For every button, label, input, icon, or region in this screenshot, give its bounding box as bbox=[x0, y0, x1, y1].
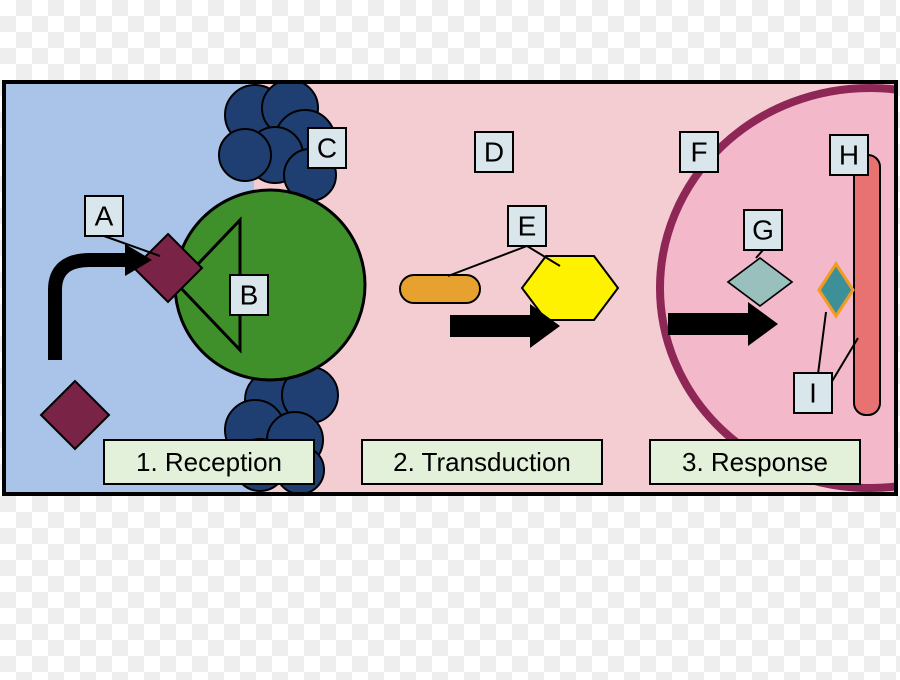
label-text-C: C bbox=[317, 133, 337, 164]
label-text-B: B bbox=[240, 280, 259, 311]
label-text-H: H bbox=[839, 140, 859, 171]
step-text-1: 1. Reception bbox=[136, 447, 282, 477]
label-text-G: G bbox=[752, 215, 774, 246]
diagram-canvas: A B C D E F G H I 1. Reception 2. Transduction 3. R… bbox=[0, 0, 900, 680]
step-text-2: 2. Transduction bbox=[393, 447, 571, 477]
label-text-D: D bbox=[484, 137, 504, 168]
label-text-A: A bbox=[95, 201, 114, 232]
relay-molecule-pill bbox=[400, 275, 480, 303]
dna-strip bbox=[854, 155, 880, 415]
receptor bbox=[175, 190, 365, 380]
step-text-3: 3. Response bbox=[682, 447, 828, 477]
label-text-I: I bbox=[809, 378, 817, 409]
label-text-E: E bbox=[518, 211, 537, 242]
label-text-F: F bbox=[690, 137, 707, 168]
